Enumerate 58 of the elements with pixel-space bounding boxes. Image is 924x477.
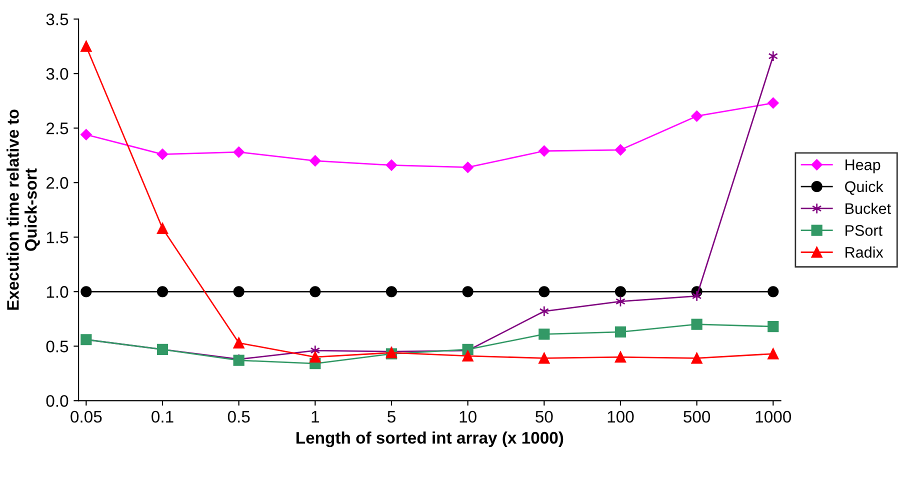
y-tick-label: 3.0	[46, 68, 68, 80]
point	[80, 40, 92, 52]
point	[614, 144, 626, 156]
x-tick-label: 50	[536, 410, 553, 423]
y-tick-label: 2.0	[46, 177, 68, 189]
point	[233, 286, 244, 298]
point	[233, 146, 244, 158]
x-tick-label: 0.1	[152, 410, 174, 423]
point	[614, 286, 626, 298]
point	[156, 286, 168, 298]
point	[691, 352, 702, 364]
x-tick-label: 500	[684, 410, 710, 423]
point	[692, 290, 702, 302]
point	[614, 352, 626, 363]
y-axis-title: Execution time relative to Quick-sort	[6, 110, 40, 310]
point	[768, 97, 779, 109]
point	[691, 318, 702, 330]
legend-label: Radix	[846, 246, 884, 258]
x-tick-label: 1000	[756, 410, 792, 423]
point	[233, 337, 244, 348]
point	[310, 352, 321, 363]
point	[768, 286, 779, 298]
point	[614, 326, 626, 338]
point	[386, 286, 398, 298]
point	[538, 352, 550, 364]
x-tick-label: 0.05	[70, 410, 102, 423]
x-tick-label: 1	[312, 411, 319, 422]
point	[156, 148, 168, 160]
legend-label: Bucket	[846, 202, 891, 214]
x-tick-label: 0.5	[228, 410, 250, 423]
point	[80, 286, 92, 298]
point	[538, 286, 550, 298]
legend-label: Quick	[845, 180, 884, 195]
legend-label: PSort	[846, 225, 882, 236]
y-tick-label: 1.5	[46, 232, 68, 244]
point	[538, 328, 550, 340]
point	[462, 350, 474, 362]
point	[310, 286, 321, 298]
point	[768, 348, 779, 360]
point	[538, 145, 550, 157]
x-tick-label: 100	[608, 410, 634, 423]
point	[768, 320, 779, 332]
x-tick-label: 5	[388, 411, 396, 423]
legend-label: Heap	[846, 160, 880, 174]
point	[462, 286, 474, 298]
point	[80, 129, 92, 140]
y-tick-label: 1.0	[46, 286, 68, 298]
point	[386, 160, 398, 171]
x-axis-title: Length of sorted int array (x 1000)	[296, 431, 564, 448]
x-tick-label: 10	[460, 410, 476, 423]
y-tick-label: 0.5	[46, 340, 68, 352]
y-tick-label: 0.0	[46, 395, 68, 407]
point	[310, 155, 321, 166]
y-tick-label: 3.5	[46, 13, 68, 26]
point	[462, 162, 474, 173]
point	[691, 110, 702, 122]
y-tick-label: 2.5	[46, 122, 68, 134]
point	[156, 222, 168, 234]
